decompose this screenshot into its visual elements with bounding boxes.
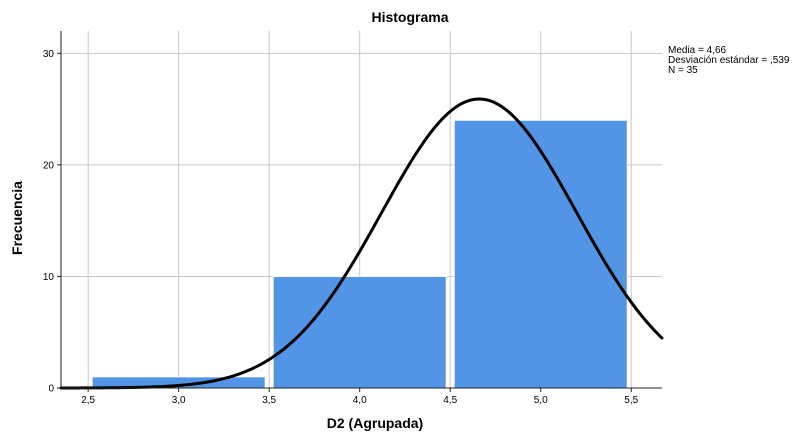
stat-std-dev: Desviación estándar = ,539 bbox=[668, 55, 790, 66]
x-tick-labels: 2,5 3,0 3,5 4,0 4,5 5,0 5,5 bbox=[81, 395, 638, 406]
y-tick-label-2: 20 bbox=[43, 160, 55, 171]
stats-box: Media = 4,66 Desviación estándar = ,539 … bbox=[668, 45, 790, 76]
x-axis-label: D2 (Agrupada) bbox=[327, 415, 423, 431]
normal-curve bbox=[59, 97, 664, 390]
x-tick-label-6: 5,5 bbox=[624, 395, 638, 406]
x-tick-label-5: 5,0 bbox=[534, 395, 548, 406]
axes bbox=[57, 31, 662, 392]
y-tick-label-1: 10 bbox=[43, 272, 55, 283]
y-axis-label: Frecuencia bbox=[9, 181, 25, 255]
x-tick-label-1: 3,0 bbox=[172, 395, 186, 406]
y-tick-labels: 0 10 20 30 bbox=[43, 49, 55, 395]
bar-1 bbox=[272, 275, 447, 389]
x-tick-label-3: 4,0 bbox=[353, 395, 367, 406]
y-tick-label-3: 30 bbox=[43, 49, 55, 60]
normal-curve-layer bbox=[59, 97, 664, 390]
stat-n: N = 35 bbox=[668, 65, 698, 76]
x-tick-label-2: 3,5 bbox=[262, 395, 276, 406]
x-tick-label-4: 4,5 bbox=[443, 395, 457, 406]
y-tick-label-0: 0 bbox=[48, 384, 54, 395]
histogram-bars bbox=[91, 119, 628, 389]
stat-mean: Media = 4,66 bbox=[668, 45, 727, 56]
x-tick-label-0: 2,5 bbox=[81, 395, 95, 406]
chart-title: Histograma bbox=[371, 9, 448, 25]
bar-2 bbox=[453, 119, 628, 389]
